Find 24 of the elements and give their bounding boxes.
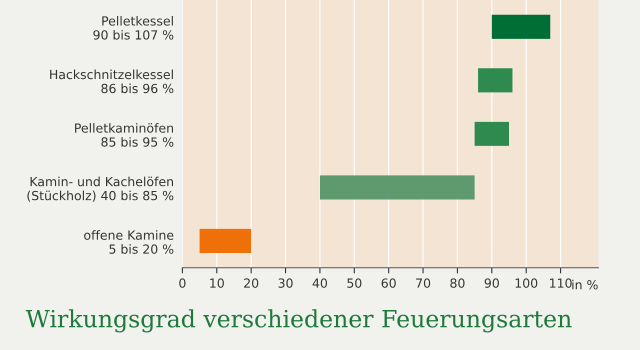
x-tick-label: 80 (450, 278, 465, 288)
y-tick-label: Pelletkaminöfen 85 bis 95 % (75, 123, 174, 147)
x-tick-label: 30 (278, 278, 293, 288)
y-tick-label: Hackschnitzelkessel 86 bis 96 % (50, 70, 174, 94)
text: Wirkungsgrad verschiedener Feuerungsarten (26, 309, 572, 332)
x-tick-label: 70 (416, 278, 430, 288)
bar (474, 122, 510, 146)
x-tick-label: 110 (550, 278, 572, 288)
x-tick-label: 100 (516, 278, 538, 288)
x-tick-label: 10 (210, 278, 224, 288)
x-tick-label: 90 (484, 278, 499, 288)
bar (200, 228, 252, 254)
bar (478, 68, 512, 92)
x-axis-title: in % (572, 280, 598, 290)
y-tick-label: Pelletkessel 90 bis 107 % (93, 16, 174, 40)
x-tick-label: 0 (179, 278, 186, 288)
y-tick-label: Kamin- und Kachelöfen (Stückholz) 40 bis 85 % (27, 176, 174, 202)
x-tick-label: 20 (244, 278, 258, 288)
x-tick-label: 60 (382, 278, 396, 288)
x-tick-label: 40 (312, 278, 328, 288)
bar (492, 14, 550, 39)
x-tick-label: 50 (347, 278, 362, 288)
y-tick-label: offene Kamine 5 bis 20 % (84, 230, 174, 254)
bar (320, 175, 475, 200)
